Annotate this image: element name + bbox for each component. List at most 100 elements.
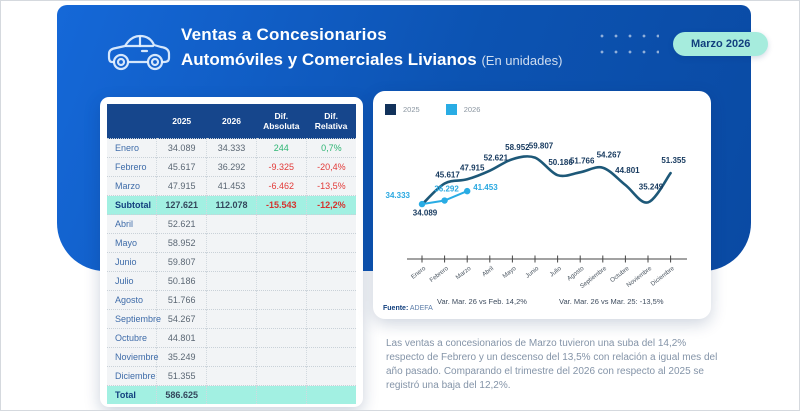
month-cell: Junio	[107, 252, 157, 272]
value-2025-cell: 586.625	[156, 385, 207, 404]
dif-rel-cell: -20,4%	[305, 157, 356, 177]
table-row-febrero: Febrero 45.617 36.292 -9.325 -20,4%	[107, 157, 356, 177]
legend-label-2025: 2025	[403, 105, 420, 114]
legend-item-2025: 2025	[385, 104, 420, 115]
value-2026-cell	[206, 290, 257, 310]
col-header-dif-absoluta: Dif. Absoluta	[256, 104, 307, 139]
sales-table-card: 2025 2026 Dif. Absoluta Dif. Relativa Enero…	[100, 97, 363, 407]
dif-rel-cell	[305, 252, 356, 272]
source-label-value: ADEFA	[409, 305, 433, 312]
value-2026-cell: 41.453	[206, 176, 257, 196]
table-row-noviembre: Noviembre 35.249	[107, 347, 356, 367]
value-2025-cell: 51.766	[156, 290, 207, 310]
data-label-2026: 41.453	[473, 183, 498, 192]
data-label-2025: 35.249	[639, 182, 664, 191]
x-tick-label: Agosto	[566, 265, 586, 283]
dif-rel-cell	[305, 366, 356, 386]
dif-abs-cell	[255, 252, 307, 272]
dif-abs-cell	[255, 309, 307, 329]
col-header-2025: 2025	[156, 104, 207, 139]
col-header-2026: 2026	[206, 104, 257, 139]
value-2025-cell: 51.355	[156, 366, 207, 386]
chart-card: 2025 2026 Enero Febrero Marzo Abril Mayo Juni…	[373, 91, 711, 319]
value-2026-cell: 34.333	[206, 138, 257, 158]
month-cell: Abril	[107, 214, 157, 234]
dif-rel-cell: -13,5%	[305, 176, 356, 196]
marker-2026	[464, 187, 471, 195]
table-row-diciembre: Diciembre 51.355	[107, 366, 356, 386]
month-cell: Septiembre	[107, 309, 161, 329]
dif-abs-cell: 244	[255, 138, 307, 158]
dif-abs-cell	[255, 214, 307, 234]
value-2026-cell: 112.078	[206, 195, 257, 215]
value-2025-cell: 35.249	[156, 347, 207, 367]
x-tick-label: Junio	[524, 265, 540, 280]
month-cell: Total	[107, 385, 157, 404]
value-2026-cell	[206, 309, 257, 329]
dif-rel-cell	[305, 385, 356, 404]
x-tick-label: Julio	[548, 265, 563, 279]
value-2025-cell: 34.089	[156, 138, 207, 158]
title-line2: Automóviles y Comerciales Livianos (En u…	[181, 50, 563, 69]
legend-label-2026: 2026	[463, 105, 481, 114]
table-row-subtotal: Subtotal 127.621 112.078 -15.543 -12,2%	[107, 195, 356, 215]
table-row-julio: Julio 50.186	[107, 271, 356, 291]
value-2025-cell: 45.617	[156, 157, 207, 177]
dif-abs-cell: -6.462	[255, 176, 307, 196]
table-row-mayo: Mayo 58.952	[107, 233, 356, 253]
table-row-septiembre: Septiembre 54.267	[107, 309, 356, 329]
data-label-2025: 51.766	[570, 156, 595, 165]
data-label-2026: 34.333	[386, 191, 411, 200]
x-tick-label: Febrero	[428, 265, 450, 284]
summary-text: Las ventas a concesionarios de Marzo tuv…	[386, 338, 718, 391]
chart-legend: 2025 2026	[385, 104, 480, 115]
var-note-month: Var. Mar. 26 vs Feb. 14,2%	[437, 297, 527, 306]
x-tick-label: Diciembre	[650, 265, 677, 288]
table-row-junio: Junio 59.807	[107, 252, 356, 272]
marker-2026	[441, 197, 448, 204]
month-cell: Subtotal	[107, 195, 157, 215]
col-header-dif-relativa: Dif. Relativa	[306, 104, 356, 139]
value-2026-cell	[206, 347, 257, 367]
month-cell: Diciembre	[107, 366, 157, 386]
x-tick-label: Marzo	[455, 265, 473, 281]
table-row-enero: Enero 34.089 34.333 244 0,7%	[107, 138, 356, 158]
dif-rel-cell	[305, 347, 356, 367]
marker-2026	[418, 200, 426, 208]
value-2025-cell: 54.267	[156, 309, 207, 329]
month-cell: Agosto	[107, 290, 157, 310]
title-line1: Ventas a Concesionarios	[181, 25, 387, 44]
data-label-2025: 51.355	[661, 156, 686, 165]
month-cell: Julio	[107, 271, 157, 291]
dif-abs-cell	[255, 328, 307, 348]
value-2026-cell	[206, 271, 257, 291]
table-row-abril: Abril 52.621	[107, 214, 356, 234]
data-label-2026: 36.292	[434, 185, 459, 194]
dif-rel-cell	[305, 214, 356, 234]
car-icon	[107, 34, 171, 71]
dif-rel-cell	[305, 290, 356, 310]
x-tick-label: Mayo	[501, 265, 518, 280]
dif-rel-cell	[305, 309, 356, 329]
table-row-total: Total 586.625	[107, 385, 356, 404]
sales-line-chart: Enero Febrero Marzo Abril Mayo Junio Julio Agos…	[386, 142, 687, 290]
month-cell: Enero	[107, 138, 157, 158]
legend-swatch-2025	[385, 104, 396, 115]
value-2025-cell: 44.801	[156, 328, 207, 348]
table-row-marzo: Marzo 47.915 41.453 -6.462 -13,5%	[107, 176, 356, 196]
dif-rel-cell: 0,7%	[305, 138, 356, 158]
value-2025-cell: 127.621	[156, 195, 207, 215]
data-label-2025: 59.807	[529, 142, 554, 151]
dif-rel-cell	[305, 271, 356, 291]
data-label-2025: 54.267	[597, 151, 622, 160]
x-tick-label: Enero	[410, 265, 428, 281]
value-2025-cell: 58.952	[156, 233, 207, 253]
value-2026-cell: 36.292	[206, 157, 257, 177]
month-cell: Febrero	[107, 157, 157, 177]
value-2026-cell	[206, 366, 257, 386]
value-2025-cell: 52.621	[156, 214, 207, 234]
var-note-year: Var. Mar. 26 vs Mar. 25: -13,5%	[559, 297, 664, 306]
legend-item-2026: 2026	[445, 104, 481, 115]
x-tick-label: Abril	[481, 265, 495, 278]
